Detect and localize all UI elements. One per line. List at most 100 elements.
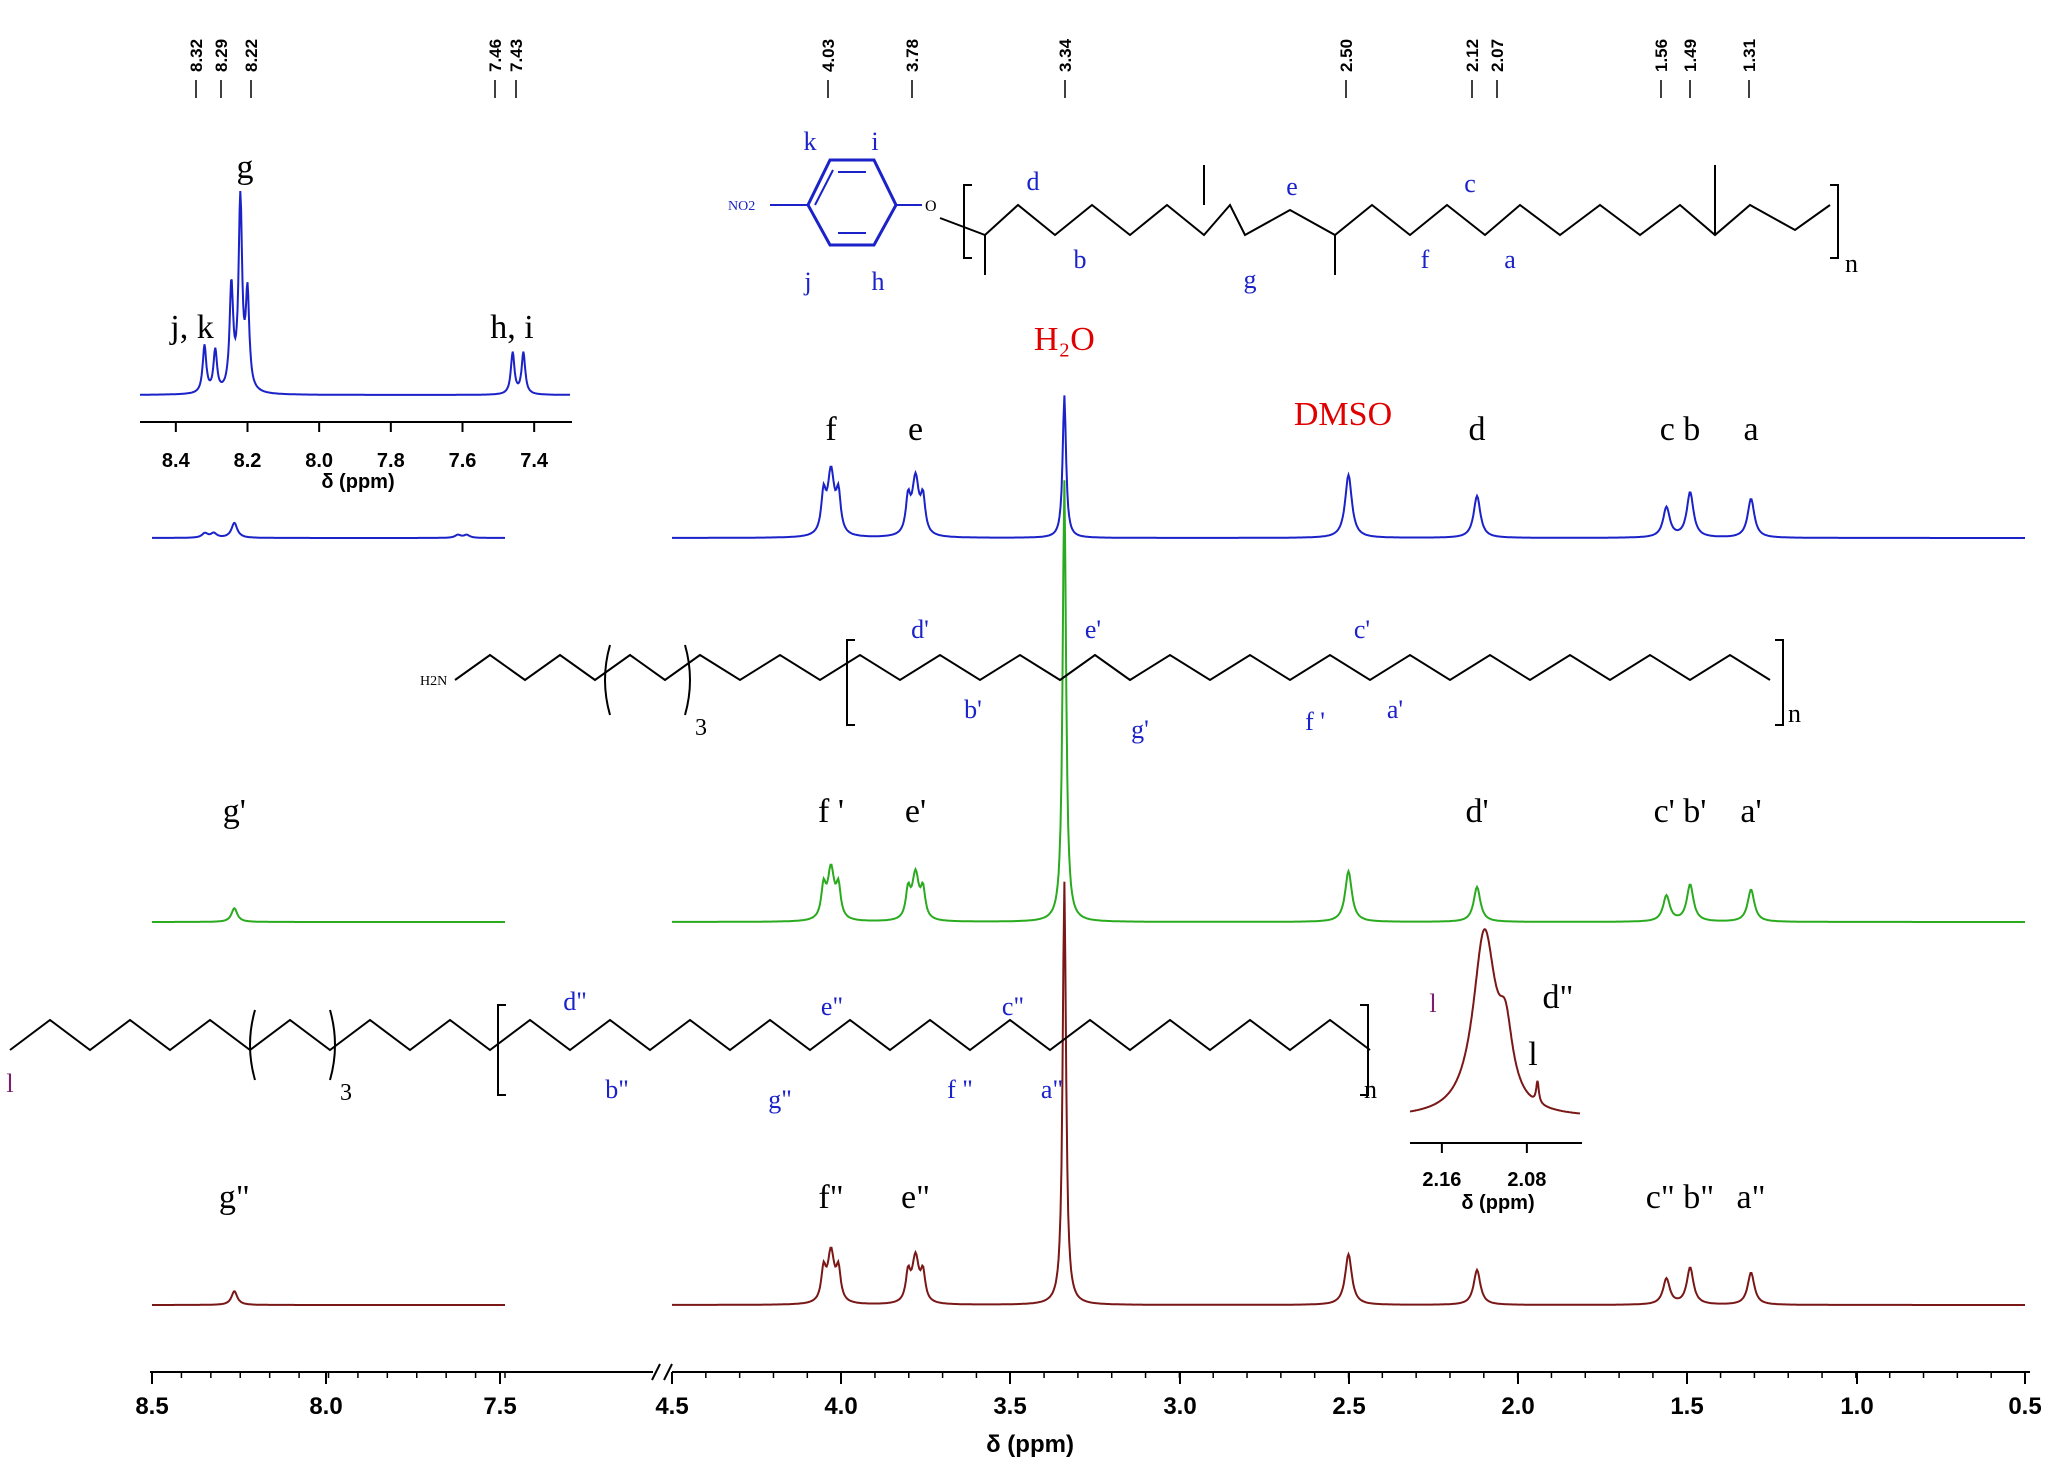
inset-peak-label: h, i	[490, 309, 533, 346]
inset-tick-label: 7.4	[520, 450, 549, 472]
peak-position-label: 2.07	[1488, 39, 1507, 72]
structure-proton-label: b"	[605, 1075, 629, 1104]
peak-position-label: 3.34	[1056, 38, 1075, 72]
chain-backbone	[454, 653, 1771, 682]
structure-proton-label: c'	[1354, 615, 1370, 644]
structure-proton-label: d'	[911, 615, 929, 644]
structure-proton-label: d"	[563, 987, 587, 1016]
x-axis: 8.5 8.0 7.5 4.5 4.0 3.5 3.0 2.5 2.0 1.5 1.0 0.5	[135, 1363, 2042, 1420]
peak-label: H₂O	[1034, 321, 1095, 358]
inset-peak-label: j, k	[169, 309, 213, 346]
inset-aromatic: 8.4 8.2 8.0 7.8 7.6 7.4 δ (ppm) g j, k h, i	[140, 149, 572, 493]
spectrum-trace	[672, 480, 2025, 923]
inset-axis-title: δ (ppm)	[321, 471, 394, 493]
structure-proton-label: g	[1244, 265, 1257, 294]
peg-bracket	[604, 644, 611, 716]
inset-trace	[140, 190, 570, 396]
peak-position-label: 2.12	[1463, 39, 1482, 72]
peak-label: g"	[219, 1179, 250, 1216]
structure-proton-label: b	[1074, 245, 1087, 274]
structure-proton-label: i	[871, 127, 878, 156]
inset-peak-label: g	[237, 149, 254, 186]
peak-label: c' b'	[1654, 793, 1707, 830]
peak-label: a"	[1737, 1179, 1766, 1216]
structure-proton-label: e'	[1085, 615, 1101, 644]
chain-backbone	[9, 1018, 1371, 1052]
inset-trace	[1409, 928, 1581, 1115]
peak-label: c" b"	[1646, 1179, 1714, 1216]
repeat-bracket-right	[1775, 639, 1784, 726]
structure-top: NO2 O	[728, 158, 1839, 275]
structure-proton-label: j	[803, 267, 811, 296]
h2n-group: H2N	[420, 674, 447, 689]
inset-tick-label: 2.08	[1507, 1169, 1546, 1191]
peg-bracket	[684, 644, 691, 716]
spectrum-trace	[672, 881, 2025, 1306]
inset-tick-label: 2.16	[1422, 1169, 1461, 1191]
x-axis-title: δ (ppm)	[986, 1431, 1074, 1457]
inset-axis-title: δ (ppm)	[1461, 1192, 1534, 1214]
peak-position-label: 3.78	[903, 39, 922, 72]
inset-tick-label: 7.6	[449, 450, 477, 472]
inset-tick-label: 8.4	[162, 450, 191, 472]
no2-group: NO2	[728, 199, 755, 214]
peg-repeat-count: 3	[695, 715, 707, 741]
x-tick-label: 1.5	[1670, 1393, 1703, 1420]
spectrum-trace	[152, 521, 506, 539]
peak-position-label: 1.56	[1652, 39, 1671, 72]
repeat-n: n	[1788, 699, 1801, 728]
chain-backbone	[939, 203, 1831, 237]
ester-o: O	[925, 198, 937, 215]
structure-proton-label: c"	[1002, 992, 1024, 1021]
x-tick-label: 4.5	[655, 1393, 688, 1420]
x-tick-label: 0.5	[2008, 1393, 2041, 1420]
spectrum-trace	[672, 395, 2025, 539]
spectra-group	[152, 395, 2025, 1306]
peak-position-label: 1.49	[1681, 39, 1700, 72]
inset-peak-label: l	[1528, 1036, 1537, 1073]
peak-position-label: 8.22	[242, 39, 261, 72]
x-tick-label: 2.0	[1501, 1393, 1534, 1420]
structure-proton-label: f '	[1305, 707, 1325, 736]
structure-proton-label: h	[872, 267, 885, 296]
inset-d-double-prime: 2.16 2.08δ (ppm)d"l	[1409, 928, 1582, 1214]
structure-proton-label: l	[1429, 989, 1436, 1018]
structure-proton-label: c	[1464, 169, 1476, 198]
peak-label: e	[908, 411, 923, 448]
peak-position-label: 4.03	[819, 39, 838, 72]
structure-proton-label: a"	[1041, 1075, 1063, 1104]
ring-inner-bond	[814, 169, 834, 206]
structure-proton-label: g'	[1131, 715, 1149, 744]
x-tick-label: 8.5	[135, 1393, 168, 1420]
peg-repeat-count: 3	[340, 1080, 352, 1106]
structure-proton-label: l	[6, 1069, 13, 1098]
structure-proton-label: a	[1504, 245, 1516, 274]
peak-position-label: 7.43	[507, 39, 526, 72]
peg-bracket	[249, 1009, 256, 1081]
x-tick-label: 7.5	[483, 1393, 516, 1420]
peak-position-label: 2.50	[1337, 39, 1356, 72]
axis-break-mark	[651, 1363, 673, 1381]
structure-bottom: 3 n	[9, 1004, 1377, 1106]
peak-label: f	[825, 411, 837, 448]
x-tick-label: 1.0	[1840, 1393, 1873, 1420]
peak-label: a	[1743, 411, 1758, 448]
structure-proton-label: g"	[768, 1085, 792, 1114]
peak-label: g'	[223, 793, 246, 830]
repeat-n: n	[1364, 1075, 1377, 1104]
repeat-bracket-left	[846, 639, 855, 726]
x-tick-label: 8.0	[309, 1393, 342, 1420]
peak-position-label: 1.31	[1740, 39, 1759, 72]
peg-bracket	[329, 1009, 336, 1081]
x-tick-label: 3.5	[993, 1393, 1026, 1420]
structure-proton-label: d	[1027, 167, 1040, 196]
peak-label: DMSO	[1294, 396, 1392, 433]
repeat-bracket-right	[1830, 184, 1839, 259]
structure-proton-label: a'	[1387, 695, 1403, 724]
peak-position-markers: 8.32 8.29 8.22 7.46 7.43 4.03 3.78 3.34 2.50 2.12…	[187, 38, 1759, 98]
structure-proton-label: f	[1421, 245, 1430, 274]
peak-label: f"	[818, 1179, 843, 1216]
x-tick-label: 3.0	[1163, 1393, 1196, 1420]
peak-label: a'	[1740, 793, 1761, 830]
